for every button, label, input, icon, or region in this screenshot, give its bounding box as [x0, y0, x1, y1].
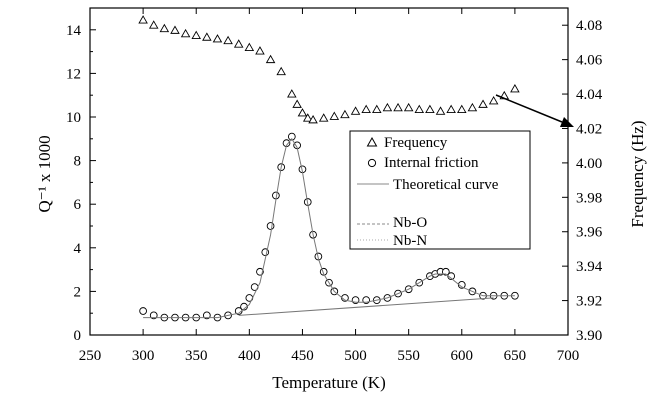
frequency-point: [287, 89, 297, 98]
frequency-point: [467, 102, 478, 112]
frequency-point: [457, 104, 467, 113]
frequency-point: [148, 20, 159, 29]
internal-friction-point: [266, 222, 275, 230]
x-axis-label: Temperature (K): [272, 373, 386, 392]
frequency-series: [138, 15, 520, 124]
y-left-tick-label: 6: [74, 197, 82, 213]
legend-box: [349, 130, 531, 250]
frequency-point: [265, 54, 276, 64]
legend: Frequency Internal friction Theoretical …: [349, 130, 531, 250]
y-left-tick-label: 8: [74, 154, 82, 170]
y-right-tick-label: 3.96: [576, 225, 603, 241]
y-left-tick-label: 0: [74, 328, 82, 344]
frequency-point: [212, 34, 223, 43]
legend-label-nb-o: Nb-O: [393, 215, 427, 231]
frequency-point: [138, 15, 148, 24]
legend-item-frequency: Frequency: [366, 135, 448, 151]
legend-label-nb-n: Nb-N: [393, 233, 427, 249]
y-right-tick-label: 3.98: [576, 190, 602, 206]
y-left-tick-label: 14: [66, 23, 82, 39]
legend-item-nb-o: Nb-O: [357, 215, 427, 231]
internal-friction-point: [149, 311, 158, 320]
y-left-tick-label: 2: [74, 284, 82, 300]
frequency-point: [255, 46, 265, 55]
frequency-point: [361, 104, 371, 113]
frequency-point: [170, 25, 180, 34]
theoretical-curve-line: [143, 137, 515, 319]
x-tick-label: 450: [291, 348, 314, 364]
axis-pointer-arrow: [495, 94, 574, 127]
frequency-point: [329, 111, 340, 120]
x-tick-label: 550: [397, 348, 420, 364]
frequency-point: [233, 39, 244, 48]
y-right-tick-label: 4.00: [576, 156, 602, 172]
x-tick-label: 400: [238, 348, 261, 364]
tick-labels: 250 300 350 400 450 500 550 600 650 700 0 2 4 6 8 10 12 1…: [66, 18, 603, 364]
y-right-tick-label: 4.02: [576, 121, 602, 137]
legend-item-nb-n: Nb-N: [357, 233, 427, 249]
x-tick-label: 650: [504, 348, 527, 364]
frequency-point: [510, 83, 520, 93]
frequency-point: [435, 106, 446, 115]
x-tick-label: 350: [185, 348, 208, 364]
y-left-tick-label: 10: [66, 110, 81, 126]
internal-friction-point: [287, 132, 296, 141]
y-axis-left-label: Q⁻¹ x 1000: [35, 135, 54, 212]
frequency-point: [393, 102, 403, 112]
x-tick-label: 500: [344, 348, 367, 364]
frequency-point: [292, 99, 302, 108]
frequency-point: [403, 102, 414, 112]
x-tick-label: 250: [79, 348, 102, 364]
internal-friction-point: [139, 307, 147, 315]
frequency-point: [414, 104, 425, 113]
legend-item-theoretical-curve: Theoretical curve: [357, 177, 499, 193]
frequency-point: [425, 104, 435, 113]
frequency-point: [446, 104, 456, 113]
frequency-point: [308, 114, 318, 124]
frequency-point: [340, 109, 350, 119]
frequency-point: [478, 99, 488, 108]
legend-label-internal-friction: Internal friction: [384, 155, 479, 171]
legend-item-internal-friction: Internal friction: [367, 155, 479, 171]
y-right-tick-label: 3.90: [576, 328, 602, 344]
frequency-point: [302, 113, 313, 122]
y-right-tick-label: 4.04: [576, 87, 603, 103]
frequency-point: [244, 42, 255, 52]
frequency-point: [202, 32, 212, 41]
frequency-point: [318, 113, 329, 122]
plot-frame: [89, 7, 569, 336]
x-tick-label: 300: [132, 348, 155, 364]
frequency-point: [180, 28, 191, 38]
axes: [89, 7, 569, 336]
y-left-tick-label: 4: [74, 241, 82, 257]
plot-area: [138, 15, 520, 322]
frequency-point: [297, 108, 308, 117]
legend-label-theoretical-curve: Theoretical curve: [393, 177, 499, 193]
internal-friction-point: [457, 281, 466, 289]
y-right-tick-label: 3.92: [576, 294, 602, 310]
frequency-point: [382, 102, 393, 112]
y-right-tick-label: 4.08: [576, 18, 602, 34]
frequency-point: [159, 23, 170, 33]
circle-marker-icon: [367, 158, 377, 168]
y-left-tick-label: 12: [66, 66, 81, 82]
y-axis-right-label: Frequency (Hz): [628, 120, 647, 227]
legend-label-frequency: Frequency: [384, 135, 448, 151]
frequency-point: [372, 104, 382, 113]
frequency-point: [223, 35, 233, 45]
x-tick-label: 600: [451, 348, 474, 364]
frequency-point: [191, 30, 201, 39]
triangle-marker-icon: [366, 136, 378, 147]
frequency-point: [488, 96, 499, 105]
frequency-point: [276, 66, 286, 76]
baseline-line: [238, 297, 494, 316]
frequency-point: [350, 106, 361, 115]
y-right-tick-label: 3.94: [576, 259, 603, 275]
internal-friction-point: [202, 311, 211, 320]
y-right-tick-label: 4.06: [576, 53, 603, 69]
x-tick-label: 700: [557, 348, 580, 364]
internal-friction-point: [441, 267, 450, 276]
